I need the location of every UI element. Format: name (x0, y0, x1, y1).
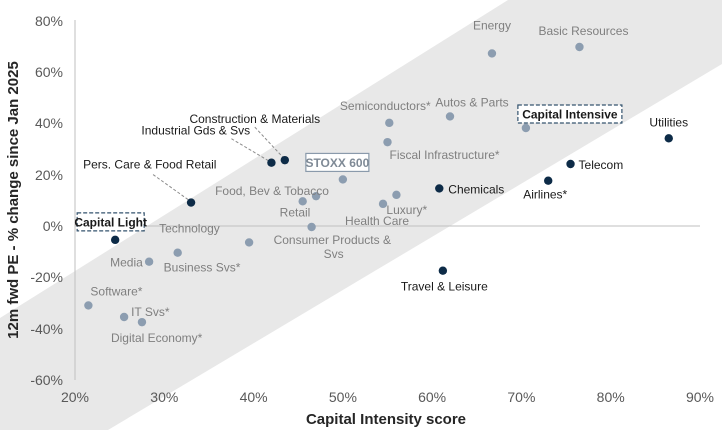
point-digital-economy (137, 317, 147, 327)
label-airlines: Airlines* (523, 188, 567, 202)
x-tick-label: 50% (329, 389, 357, 405)
point-telecom (566, 159, 575, 169)
label-travel-leisure: Travel & Leisure (401, 280, 488, 294)
label-pers-care-food-retail: Pers. Care & Food Retail (83, 158, 216, 172)
point-construction-materials (280, 155, 290, 165)
point-capital-light (110, 235, 120, 245)
point-consumer-products-svs (307, 222, 316, 232)
label-media: Media (110, 256, 143, 270)
label-fiscal-infrastructure: Fiscal Infrastructure* (390, 148, 500, 162)
label-basic-resources: Basic Resources (538, 24, 628, 38)
x-tick-label: 30% (150, 389, 178, 405)
label-it-svs: IT Svs* (131, 305, 170, 319)
point-software (84, 301, 93, 310)
y-tick-label: 40% (35, 115, 63, 131)
y-tick-label: -40% (30, 321, 63, 337)
label-health-care: Health Care (345, 214, 409, 228)
point-it-svs (119, 312, 129, 322)
leader-line-construction-materials (254, 126, 284, 158)
label-consumer-products-svs: Consumer Products & Svs (274, 233, 391, 261)
point-semiconductors (385, 118, 394, 128)
point-energy (487, 49, 497, 58)
point-airlines (544, 176, 553, 185)
label-semiconductors: Semiconductors* (340, 99, 431, 113)
x-tick-label: 70% (507, 389, 535, 405)
point-autos-parts (445, 112, 455, 121)
point-fiscal-infrastructure (383, 137, 392, 147)
label-autos-parts: Autos & Parts (435, 95, 508, 109)
y-tick-label: -60% (30, 372, 63, 388)
y-tick-label: 80% (35, 13, 63, 29)
point-business-svs (173, 248, 182, 257)
label-food-bev-tobacco: Food, Bev & Tobacco (215, 184, 329, 198)
point-health-care (378, 199, 388, 209)
label-energy: Energy (473, 18, 511, 32)
label-capital-light: Capital Light (74, 215, 147, 229)
point-technology (244, 238, 254, 247)
capital-intensive-box (517, 104, 623, 124)
x-tick-label: 20% (61, 389, 89, 405)
stoxx-label-box (305, 152, 370, 173)
point-utilities (664, 134, 673, 143)
label-business-svs: Business Svs* (164, 261, 241, 275)
x-tick-label: 90% (686, 389, 714, 405)
label-construction-materials: Construction & Materials (189, 112, 320, 126)
point-retail (298, 197, 307, 206)
leader-line-industrial-gds-svs (231, 138, 269, 162)
label-industrial-gds-svs: Industrial Gds & Svs (141, 124, 250, 138)
x-axis-title: Capital Intensity score (306, 411, 466, 428)
label-capital-intensive: Capital Intensive (522, 108, 618, 122)
point-industrial-gds-svs (267, 158, 276, 167)
label-technology: Technology (159, 221, 220, 235)
label-stoxx-600: STOXX 600 (305, 156, 369, 170)
point-luxury (392, 190, 401, 200)
point-media (144, 257, 154, 266)
y-axis-title: 12m fwd PE - % change since Jan 2025 (5, 61, 22, 339)
point-capital-intensive (521, 123, 531, 133)
point-chemicals (435, 184, 444, 193)
y-tick-label: 60% (35, 64, 63, 80)
label-digital-economy: Digital Economy* (111, 331, 203, 345)
y-tick-label: 0% (43, 218, 63, 234)
x-tick-label: 60% (418, 389, 446, 405)
label-retail: Retail (280, 205, 311, 219)
point-pers-care-food-retail (186, 198, 196, 207)
y-tick-label: -20% (30, 269, 63, 285)
label-utilities: Utilities (649, 115, 688, 129)
leader-line-pers-care-food-retail (152, 174, 189, 200)
label-telecom: Telecom (579, 158, 624, 172)
point-stoxx-600 (338, 175, 348, 184)
point-basic-resources (575, 42, 584, 52)
x-tick-label: 80% (597, 389, 625, 405)
label-software: Software* (90, 284, 142, 298)
point-food-bev-tobacco (311, 191, 321, 201)
x-tick-label: 40% (240, 389, 268, 405)
capital-light-box (76, 212, 145, 232)
y-tick-label: 20% (35, 167, 63, 183)
label-chemicals: Chemicals (448, 182, 504, 196)
label-luxury: Luxury* (386, 203, 427, 217)
point-travel-leisure (438, 266, 448, 275)
